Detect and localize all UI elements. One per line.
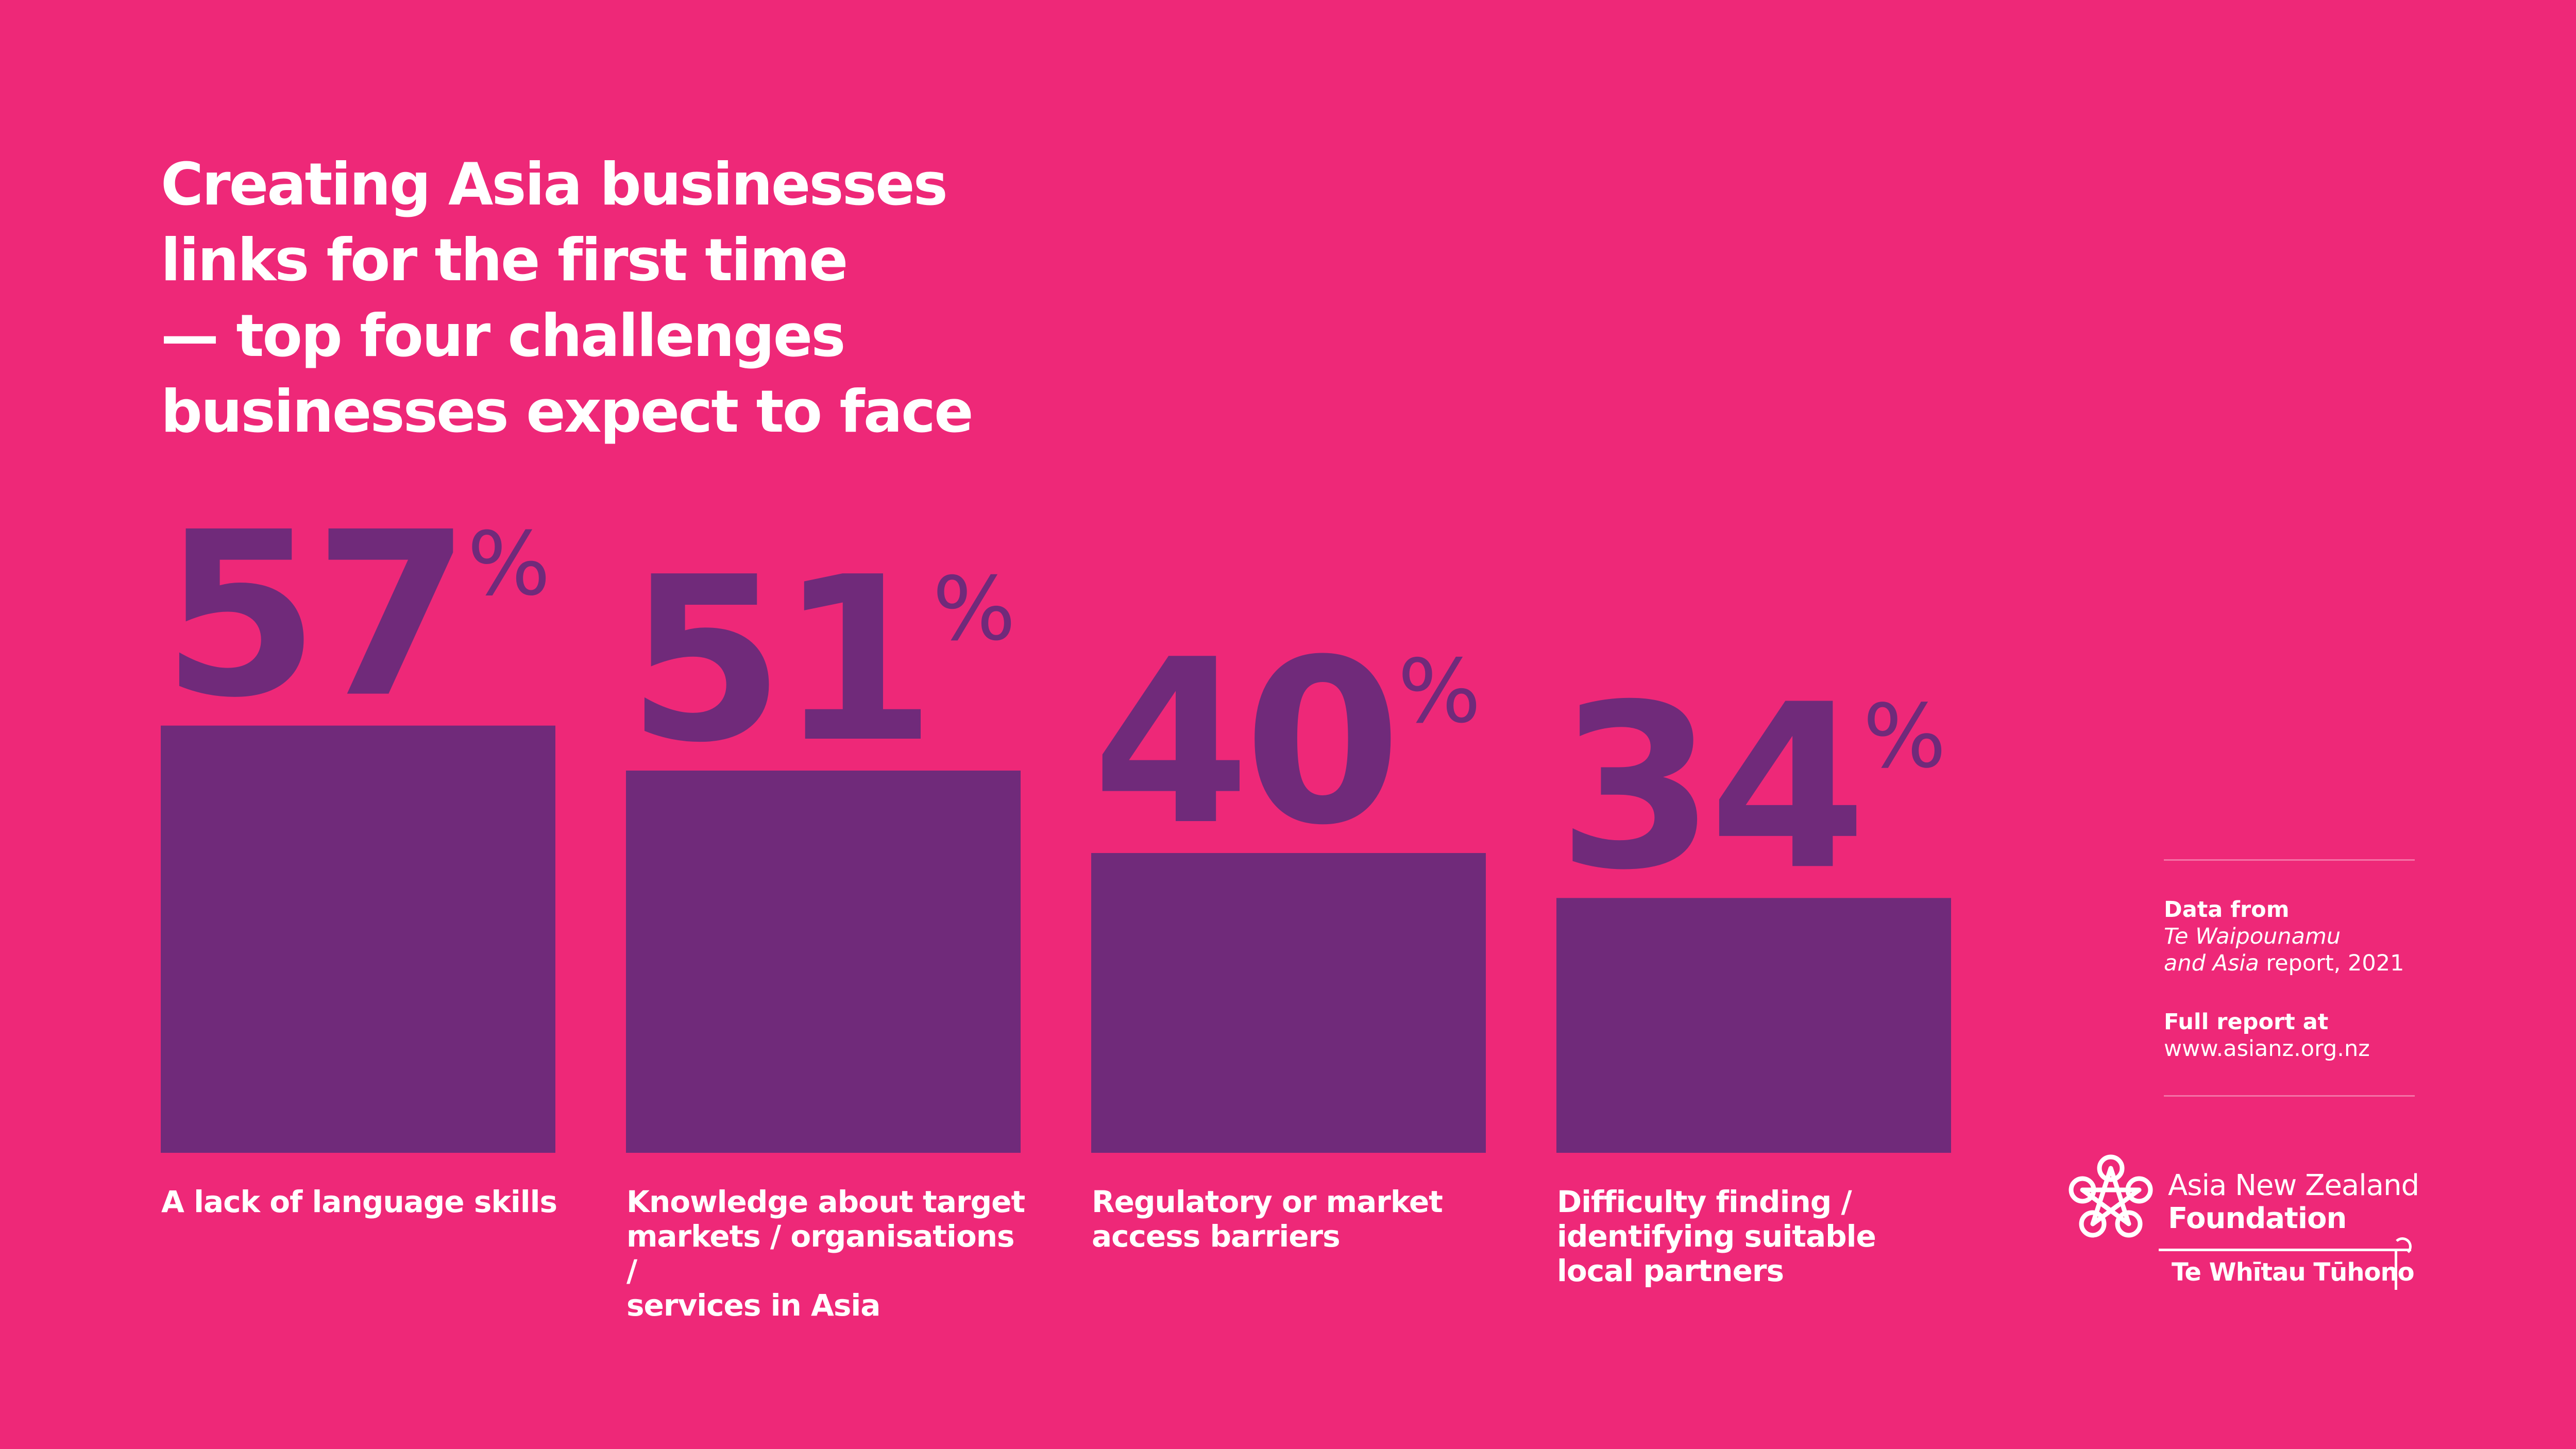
source-divider-top xyxy=(2164,859,2415,861)
logo-maori-name: Te Whītau Tūhono xyxy=(2172,1258,2415,1287)
report-name-line2: and Asia xyxy=(2164,950,2259,976)
bar-value-label: 40 xyxy=(1092,611,1395,875)
logo-hook-stroke xyxy=(2393,1237,2412,1256)
category-label-line: Regulatory or market xyxy=(1092,1184,1443,1219)
category-label-line: Difficulty finding / xyxy=(1557,1184,1852,1219)
logo-underline xyxy=(2159,1249,2411,1251)
source-divider-bottom xyxy=(2164,1095,2415,1097)
bar xyxy=(161,725,555,1153)
data-from-label: Data from xyxy=(2164,897,2290,923)
full-report-label: Full report at xyxy=(2164,1009,2329,1035)
category-label-line: local partners xyxy=(1557,1253,1784,1288)
logo-name-line2: Foundation xyxy=(2168,1202,2347,1235)
percent-sign: % xyxy=(467,514,551,616)
bar-value-label: 51 xyxy=(627,529,930,792)
chart-title-line: businesses expect to face xyxy=(161,378,974,446)
category-label-line: A lack of language skills xyxy=(161,1184,557,1219)
report-suffix: report, 2021 xyxy=(2259,950,2404,976)
knot-star-logo-icon xyxy=(2069,1154,2153,1238)
source-note: Data from Te Waipounamu and Asia report,… xyxy=(2164,896,2404,977)
category-label-line: services in Asia xyxy=(626,1288,880,1323)
chart-title-line: links for the first time xyxy=(161,226,848,294)
logo-name-line1: Asia New Zealand xyxy=(2168,1169,2419,1202)
bar xyxy=(626,770,1021,1153)
percent-sign: % xyxy=(933,558,1016,660)
report-url[interactable]: www.asianz.org.nz xyxy=(2164,1036,2370,1062)
logo-wordmark: Asia New Zealand Foundation xyxy=(2168,1169,2419,1235)
category-label-line: access barriers xyxy=(1092,1219,1341,1254)
category-label: Regulatory or market access barriers xyxy=(1092,1185,1494,1254)
category-label: A lack of language skills xyxy=(161,1185,563,1219)
chart-title: Creating Asia businesses links for the f… xyxy=(161,147,1088,450)
report-name-line2-wrap: and Asia report, 2021 xyxy=(2164,950,2404,977)
report-name-line1: Te Waipounamu xyxy=(2164,924,2341,949)
category-label-line: identifying suitable xyxy=(1557,1219,1876,1254)
category-label: Knowledge about target markets / organisa… xyxy=(626,1185,1028,1323)
percent-sign: % xyxy=(1863,686,1946,788)
chart-title-line: — top four challenges xyxy=(161,302,846,370)
percent-sign: % xyxy=(1398,641,1481,743)
category-label: Difficulty finding / identifying suitable… xyxy=(1557,1185,1959,1288)
bar-value-label: 57 xyxy=(162,484,465,747)
category-label-line: markets / organisations / xyxy=(626,1219,1015,1288)
full-report-note: Full report at www.asianz.org.nz xyxy=(2164,1009,2370,1062)
bar-value-label: 34 xyxy=(1557,656,1860,919)
logo-vertical-stroke xyxy=(2395,1249,2397,1290)
chart-title-line: Creating Asia businesses xyxy=(161,150,948,218)
bar xyxy=(1556,898,1951,1153)
category-label-line: Knowledge about target xyxy=(626,1184,1025,1219)
bar xyxy=(1091,853,1486,1153)
